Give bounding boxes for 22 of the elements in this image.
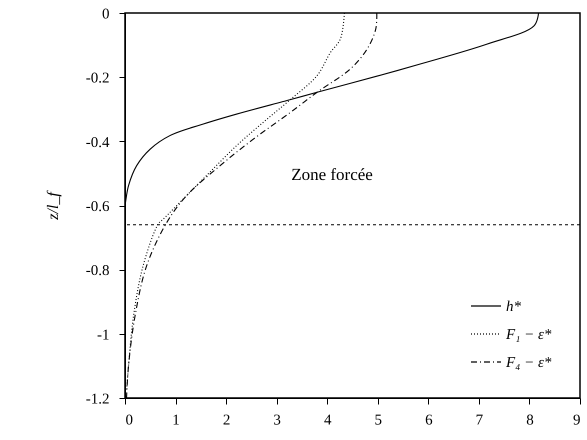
y-axis-title: z/l_f [44,190,62,221]
x-tick-label: 2 [222,412,230,428]
x-tick-label: 9 [573,412,580,428]
x-tick-label: 6 [425,412,434,428]
y-tick-label: -0.8 [86,263,110,280]
y-tick-label: -1.2 [86,392,110,408]
y-tick-label: -0.4 [86,134,110,151]
legend-label: h* [506,299,522,315]
x-tick-label: 3 [273,412,281,428]
legend-label: F₁ − ε* [505,327,552,343]
x-tick-label: 1 [172,412,180,428]
x-tick-label: 4 [324,412,332,428]
annotation: Zone forcée [291,165,373,184]
x-tick-label: 7 [476,412,484,428]
x-tick-label: 0 [126,412,133,428]
y-tick-label: -0.2 [86,70,110,87]
y-tick-label: -0.6 [86,199,110,215]
legend-label: F₄ − ε* [505,355,552,371]
x-tick-label: 5 [374,412,382,428]
y-tick-label: 0 [102,6,110,22]
y-tick-label: -1 [97,327,110,344]
x-tick-label: 8 [526,412,534,428]
